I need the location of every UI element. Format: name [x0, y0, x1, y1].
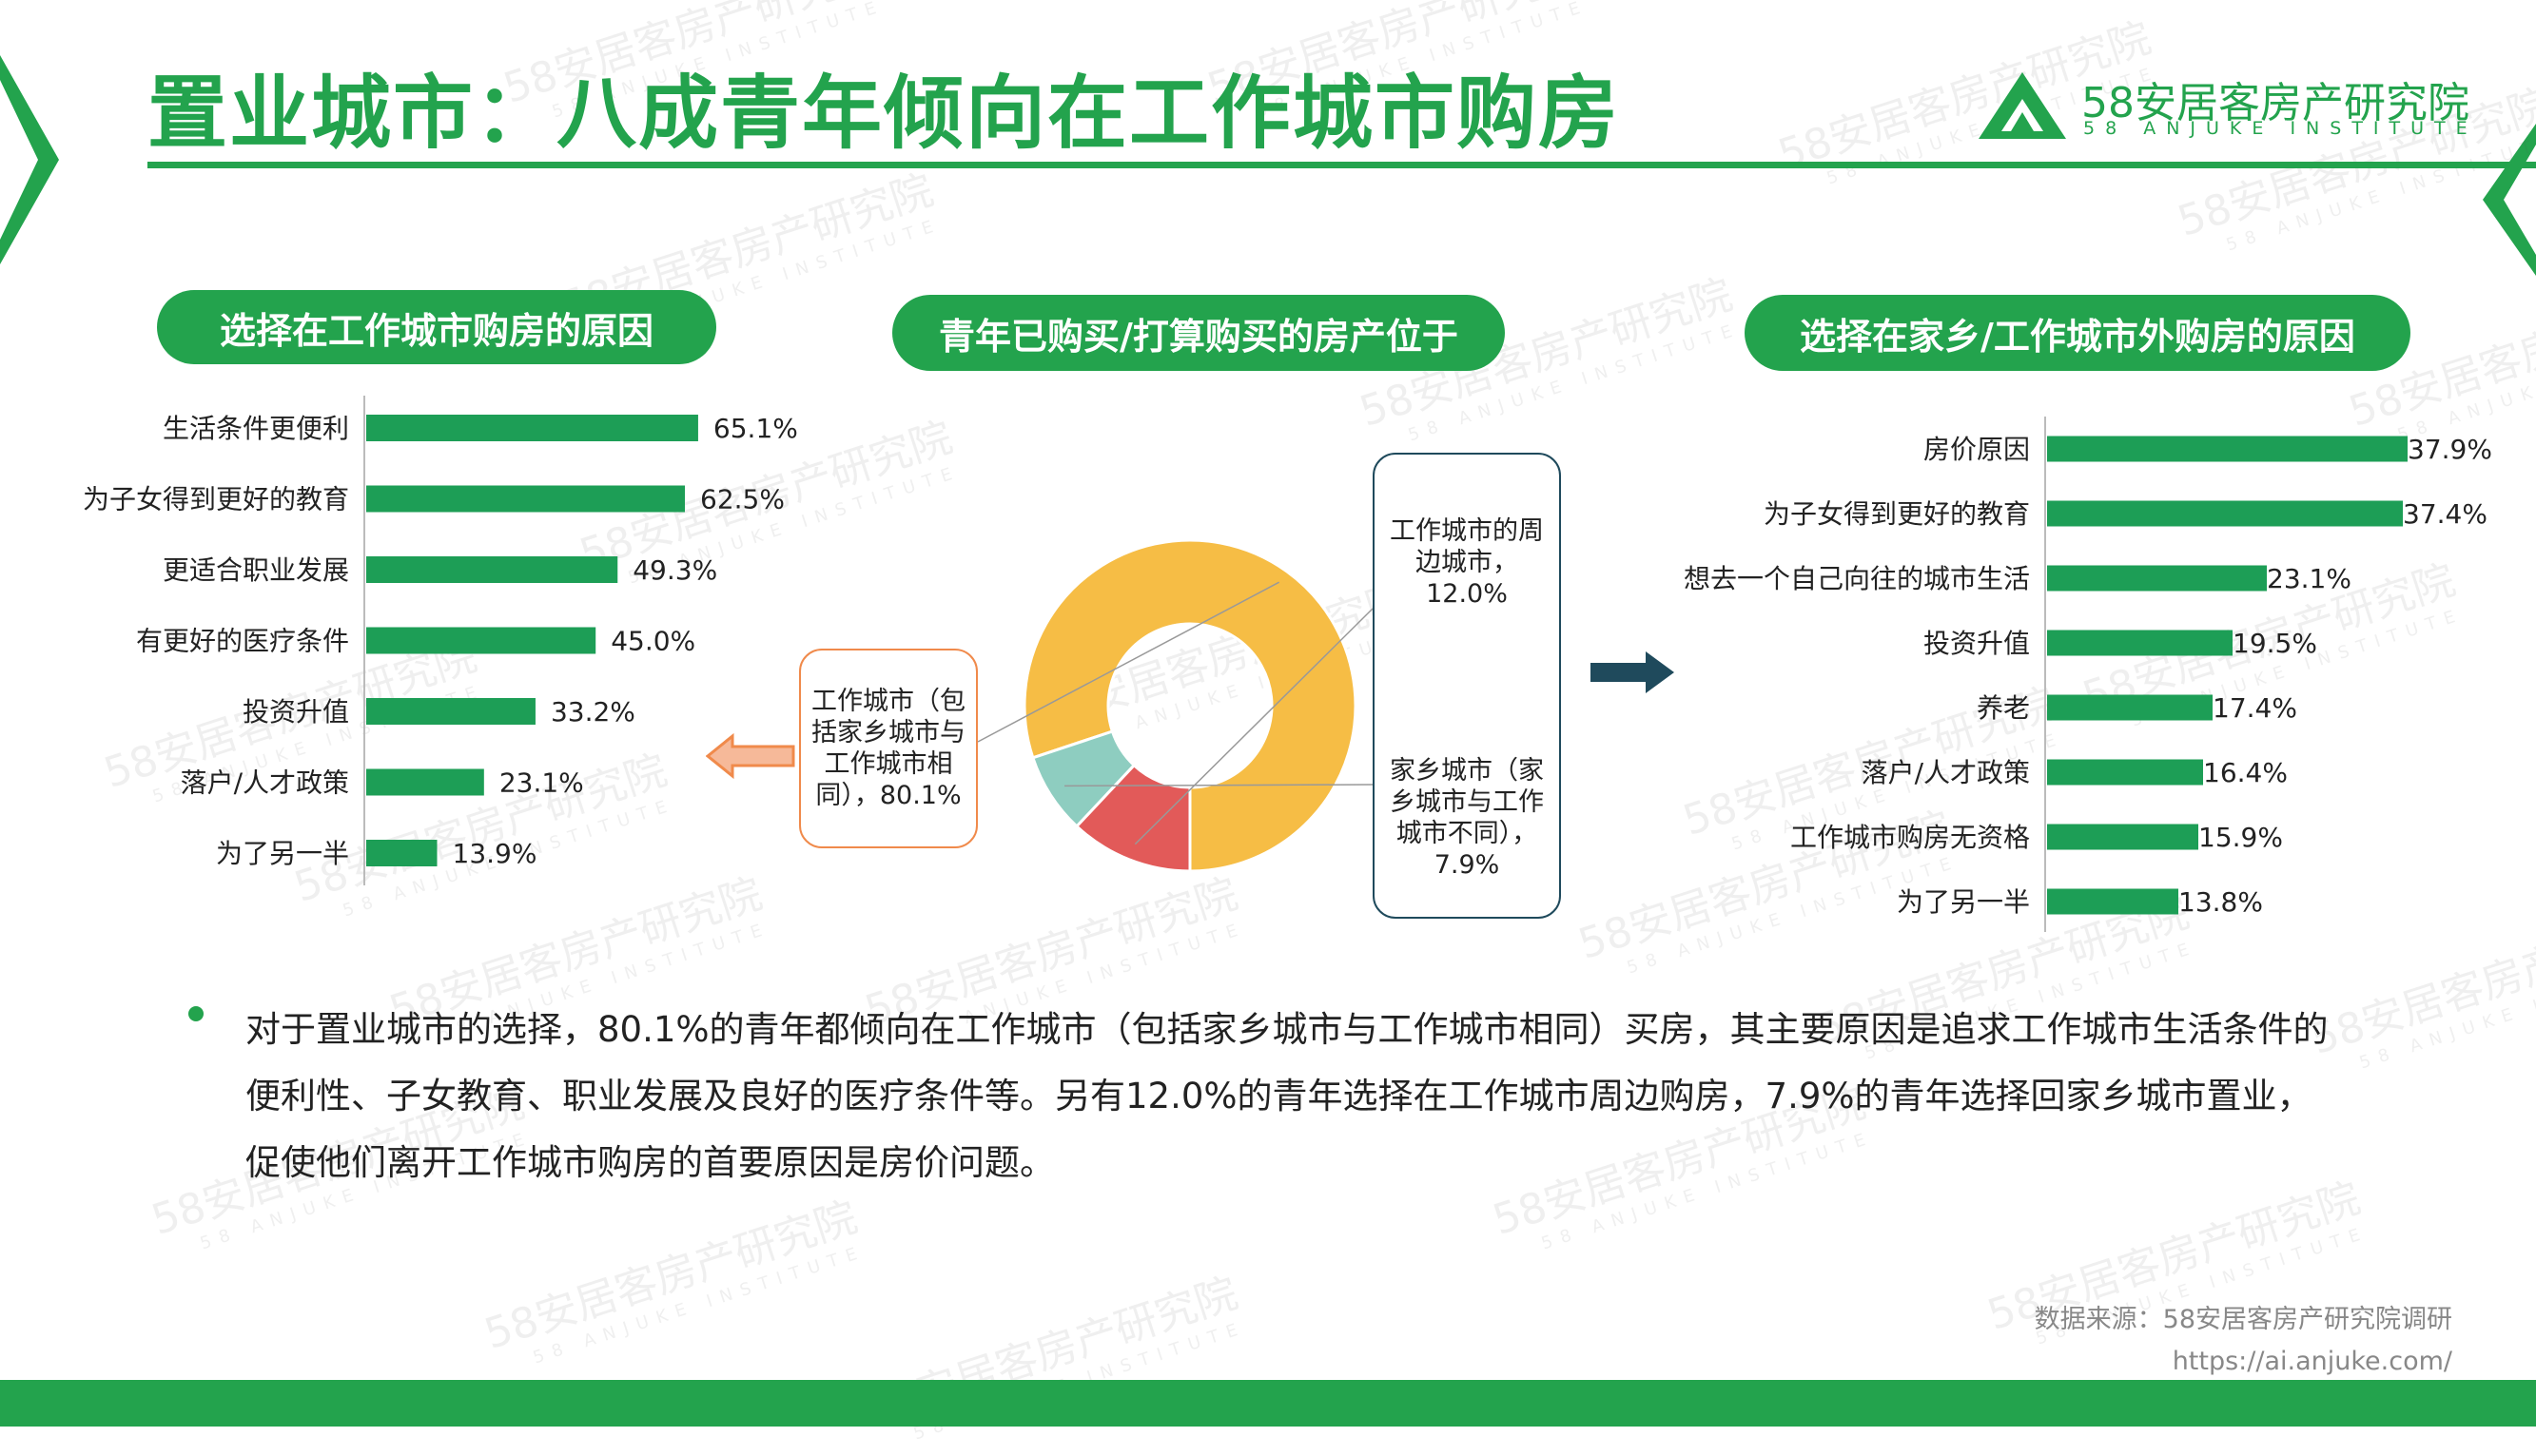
donut-chart	[977, 538, 1374, 873]
bar-category-label: 为子女得到更好的教育	[1764, 498, 2030, 530]
callout-work-line: 工作城市相	[824, 749, 953, 779]
watermark-en: 58 ANJUKE INSTITUTE	[2356, 946, 2536, 1074]
callout-nearby-line: 工作城市的周	[1390, 516, 1544, 546]
callout-work-line: 同），80.1%	[815, 781, 962, 810]
bar-category-label: 为子女得到更好的教育	[83, 484, 349, 515]
bar-value-label: 65.1%	[713, 413, 798, 444]
bar	[366, 485, 685, 513]
left-chevron-decoration	[0, 55, 59, 264]
leader-line	[977, 581, 1280, 743]
bar	[366, 627, 596, 654]
callout-home-line: 7.9%	[1434, 850, 1500, 880]
callout-work-city: 工作城市（包 括家乡城市与 工作城市相 同），80.1%	[799, 649, 978, 848]
watermark-cn: 58安居客房产研究院	[478, 1193, 864, 1359]
bar-category-label: 落户/人才政策	[181, 767, 349, 799]
leader-line	[1134, 608, 1374, 845]
middle-panel-title: 青年已购买/打算购买的房产位于	[892, 295, 1505, 371]
right-chevron-decoration	[2483, 124, 2536, 276]
bar-category-label: 生活条件更便利	[163, 413, 349, 444]
footer-bar	[0, 1380, 2536, 1427]
callout-work-line: 括家乡城市与	[811, 718, 966, 747]
left-panel-title: 选择在工作城市购房的原因	[157, 290, 716, 364]
source-url: https://ai.anjuke.com/	[2172, 1347, 2452, 1376]
bar	[366, 415, 698, 441]
bar-value-label: 23.1%	[499, 767, 584, 799]
bar-value-label: 45.0%	[611, 626, 695, 657]
leader-line	[1064, 784, 1374, 787]
bar-category-label: 为了另一半	[216, 838, 349, 869]
bar-value-label: 19.5%	[2233, 628, 2317, 659]
callout-nearby-and-home: 工作城市的周 边城市， 12.0% 家乡城市（家 乡城市与工作 城市不同）， 7…	[1373, 453, 1561, 919]
bar-category-label: 更适合职业发展	[163, 554, 349, 586]
bar-value-label: 15.9%	[2198, 822, 2283, 853]
bar	[366, 840, 438, 866]
bar-value-label: 16.4%	[2203, 757, 2288, 788]
description-text: 对于置业城市的选择，80.1%的青年都倾向在工作城市（包括家乡城市与工作城市相同…	[245, 1009, 2329, 1183]
bar	[2047, 888, 2178, 915]
watermark-en: 58 ANJUKE INSTITUTE	[530, 1241, 868, 1369]
page-title: 置业城市：八成青年倾向在工作城市购房	[147, 67, 1621, 160]
bar-value-label: 62.5%	[700, 484, 785, 515]
logo-triangle-icon	[1979, 72, 2066, 139]
bar	[2047, 565, 2267, 592]
right-bar-chart: 房价原因 37.9% 为子女得到更好的教育 37.4% 想去一个自己向往的城市生活 23.…	[1684, 417, 2492, 932]
bar-value-label: 13.8%	[2178, 886, 2263, 918]
bar-category-label: 有更好的医疗条件	[136, 626, 349, 657]
bar-category-label: 投资升值	[1923, 628, 2030, 659]
callout-home-line: 家乡城市（家	[1390, 756, 1544, 786]
bar-category-label: 为了另一半	[1897, 886, 2030, 918]
title-underline	[147, 162, 2536, 168]
callout-nearby-line: 12.0%	[1426, 579, 1508, 609]
arrow-right-icon	[1590, 651, 1674, 693]
bar	[2047, 500, 2403, 527]
bar	[2047, 694, 2213, 721]
source-block: 数据来源：58安居客房产研究院调研 https://ai.anjuke.com/	[2035, 1299, 2452, 1383]
bar-category-label: 工作城市购房无资格	[1790, 822, 2030, 853]
source-label: 数据来源：58安居客房产研究院调研	[2034, 1305, 2452, 1334]
bar	[366, 556, 618, 583]
bar	[366, 768, 484, 796]
bar-category-label: 想去一个自己向往的城市生活	[1684, 563, 2030, 594]
bar-value-label: 13.9%	[453, 838, 537, 869]
bar-category-label: 养老	[1977, 692, 2030, 724]
bar	[366, 698, 536, 725]
brand-logo: 58安居客房产研究院 58 ANJUKE INSTITUTE	[1977, 67, 2471, 143]
left-bar-chart: 生活条件更便利 65.1% 为子女得到更好的教育 62.5% 更适合职业发展 49.3% 有…	[83, 396, 798, 885]
donut-slice	[1030, 729, 1137, 828]
callout-home-line: 城市不同），	[1395, 819, 1538, 848]
bar	[2047, 630, 2233, 656]
bar-value-label: 33.2%	[551, 696, 635, 728]
bar-value-label: 37.4%	[2403, 498, 2487, 530]
bar-value-label: 17.4%	[2213, 692, 2297, 724]
bar	[2047, 824, 2198, 850]
bar-value-label: 37.9%	[2408, 434, 2492, 465]
callout-work-line: 工作城市（包	[811, 687, 966, 716]
logo-text-cn: 58安居客房产研究院	[2081, 79, 2469, 127]
arrow-left-icon	[706, 732, 795, 780]
bar	[2047, 759, 2203, 786]
bar-value-label: 49.3%	[633, 554, 717, 586]
bar-category-label: 落户/人才政策	[1862, 757, 2030, 788]
bar	[2047, 436, 2408, 462]
bullet-icon	[188, 1006, 204, 1021]
logo-text-en: 58 ANJUKE INSTITUTE	[2083, 118, 2478, 139]
right-panel-title: 选择在家乡/工作城市外购房的原因	[1745, 295, 2410, 371]
donut-slice	[1023, 538, 1357, 873]
callout-home-line: 乡城市与工作	[1390, 787, 1544, 817]
bar-category-label: 房价原因	[1923, 434, 2030, 465]
callout-nearby-line: 边城市，	[1415, 548, 1518, 577]
bar-category-label: 投资升值	[243, 696, 349, 728]
bar-value-label: 23.1%	[2267, 563, 2351, 594]
